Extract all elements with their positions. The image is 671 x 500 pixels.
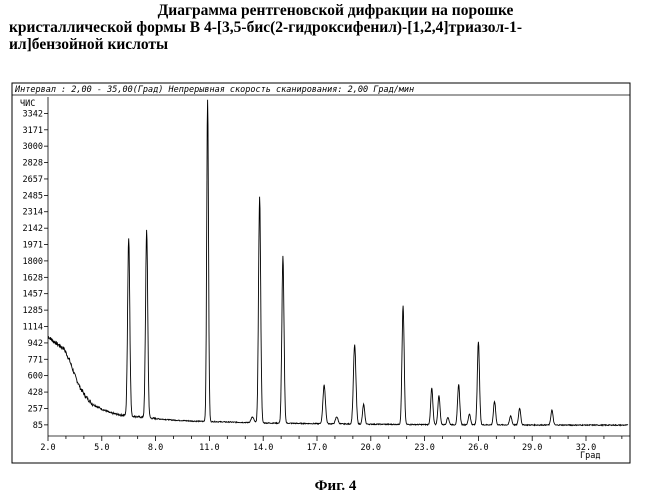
y-tick-label: 1285 [23,306,43,316]
x-tick-label: 29.0 [522,443,542,453]
chart-title: Диаграмма рентгеновской дифракции на пор… [0,2,671,53]
x-tick-label: 26.0 [468,443,488,453]
y-tick-label: 3000 [23,142,43,152]
figure-caption: Фиг. 4 [314,478,357,494]
y-tick-label: 600 [28,372,43,382]
x-tick-label: 5.0 [94,443,109,453]
chart-header: Интервал : 2,00 - 35,00(Град) Непрерывна… [14,85,414,95]
plot-frame [11,82,631,464]
series-line [47,99,629,427]
x-tick-label: 32.0 [576,443,596,453]
title-line-1: Диаграмма рентгеновской дифракции на пор… [157,2,514,19]
y-tick-label: 1800 [23,257,43,267]
y-tick-label: 2657 [23,175,43,185]
y-tick-label: 1114 [23,322,43,332]
y-tick-label: 1628 [23,273,43,283]
x-tick-label: 23.0 [414,443,434,453]
y-tick-label: 85 [33,421,43,431]
y-tick-label: 2828 [23,159,43,169]
y-tick-label: 1971 [23,241,43,251]
x-axis-label: Град [580,451,600,461]
y-tick-label: 942 [28,339,43,349]
y-tick-label: 3342 [23,109,43,119]
y-tick-label: 2314 [23,208,43,218]
y-tick-label: 1457 [23,290,43,300]
x-tick-label: 14.0 [253,443,273,453]
x-tick-label: 8.0 [148,443,163,453]
y-axis-label: ЧИС [20,99,35,109]
y-tick-label: 428 [28,388,43,398]
y-tick-label: 2485 [23,191,43,201]
title-line-3: ил]бензойной кислоты [9,36,169,53]
y-tick-label: 2142 [23,224,43,234]
x-tick-label: 20.0 [361,443,381,453]
x-tick-label: 11.0 [199,443,219,453]
title-line-2: кристаллической формы В 4-[3,5-бис(2-гид… [9,19,523,36]
x-tick-label: 17.0 [307,443,327,453]
y-tick-label: 257 [28,404,43,414]
y-tick-label: 3171 [23,126,43,136]
y-tick-label: 771 [28,355,43,365]
x-tick-label: 2.0 [40,443,55,453]
